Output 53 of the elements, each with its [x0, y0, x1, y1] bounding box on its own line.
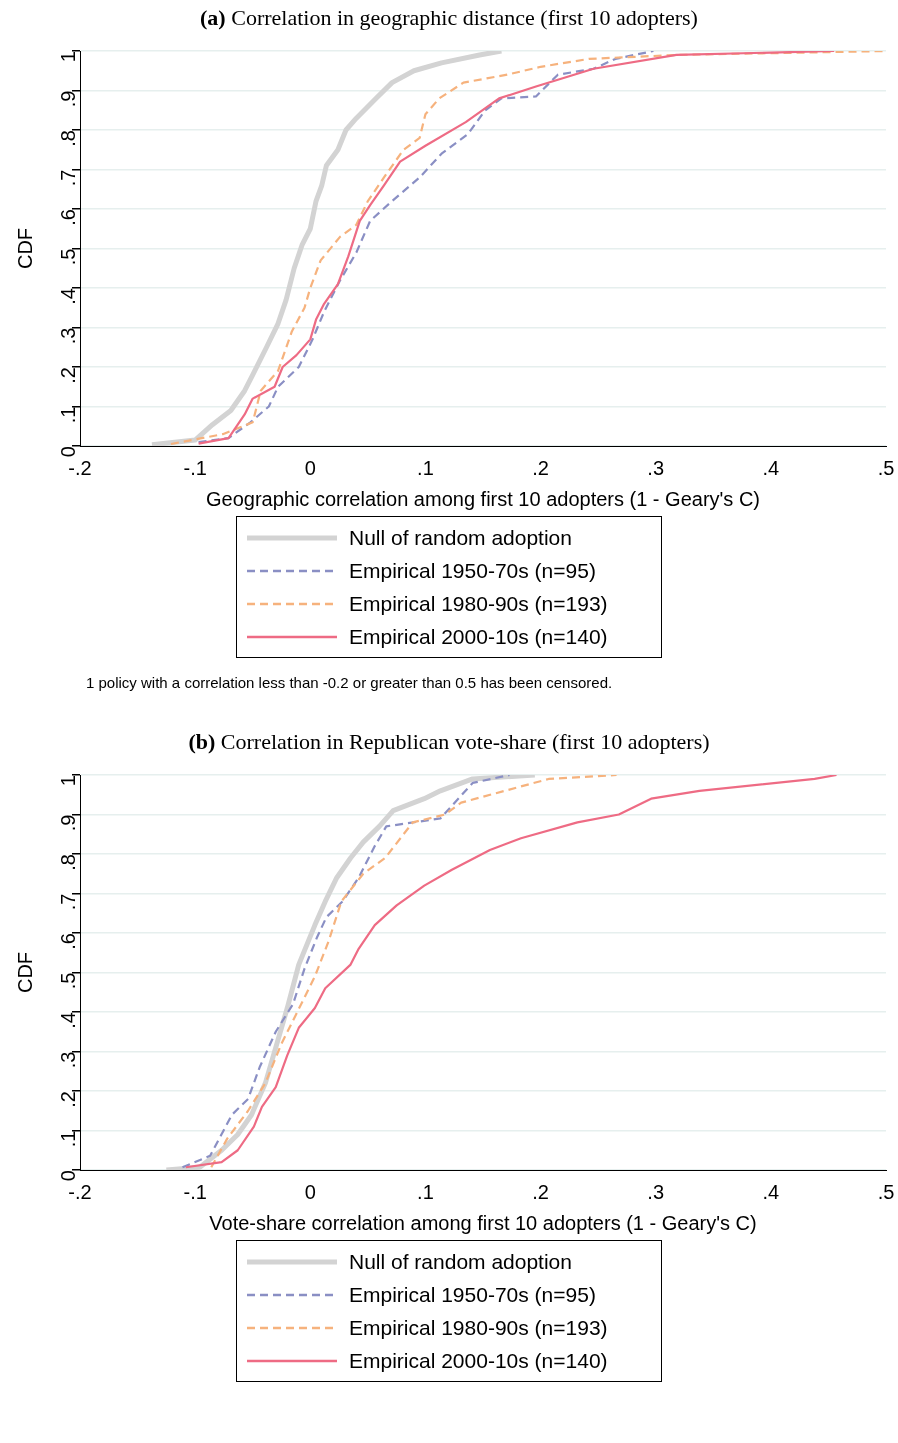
- x-tick-label: .2: [532, 1180, 549, 1203]
- x-tick-label: -.2: [68, 1180, 92, 1203]
- y-tick-label: .6: [56, 209, 79, 226]
- y-tick-label: .8: [56, 854, 79, 871]
- x-tick-label: .3: [647, 1180, 665, 1203]
- y-tick-label: .8: [56, 130, 79, 147]
- legend-label: Empirical 1980-90s (n=193): [349, 591, 608, 616]
- y-tick-label: .2: [56, 367, 79, 384]
- legend-label: Null of random adoption: [349, 525, 572, 550]
- text: 1 policy with a correlation less than -0.2 or greater than 0.5 has been censored.: [85, 673, 614, 693]
- y-tick-label: 0: [56, 446, 79, 458]
- legend-label: Empirical 1950-70s (n=95): [349, 1282, 596, 1307]
- y-tick-label: .2: [56, 1091, 79, 1108]
- x-tick-label: .5: [877, 1180, 895, 1203]
- x-tick-label: -.1: [183, 456, 207, 479]
- x-tick-label: 0: [304, 456, 316, 479]
- y-tick-label: 0: [56, 1170, 79, 1182]
- y-tick-label: .3: [56, 327, 79, 345]
- y-tick-label: .7: [56, 169, 79, 187]
- x-axis-title: Geographic correlation among first 10 adopters (1 - Geary's C): [205, 487, 761, 510]
- legend-label: Empirical 1980-90s (n=193): [349, 1315, 608, 1340]
- y-tick-label: .9: [56, 90, 79, 108]
- x-axis-title: Vote-share correlation among first 10 adopters (1 - Geary's C): [209, 1211, 757, 1234]
- y-tick-label: .1: [56, 406, 79, 424]
- y-axis-title: CDF: [13, 951, 36, 994]
- x-tick-label: .4: [762, 1180, 780, 1203]
- x-tick-label: .1: [417, 456, 434, 479]
- chart-title: (a) Correlation in geographic distance (first 10 adopters): [200, 5, 698, 30]
- x-tick-label: -.1: [183, 1180, 207, 1203]
- x-tick-label: .1: [417, 1180, 434, 1203]
- x-tick-label: .5: [877, 456, 895, 479]
- y-tick-label: .5: [56, 972, 79, 990]
- y-tick-label: .1: [56, 1130, 79, 1148]
- legend-label: Empirical 2000-10s (n=140): [349, 624, 608, 649]
- y-tick-label: .4: [56, 1012, 79, 1029]
- y-tick-label: .9: [56, 814, 79, 832]
- x-tick-label: .4: [762, 456, 780, 479]
- legend-label: Null of random adoption: [349, 1249, 572, 1274]
- y-tick-label: 1: [56, 51, 79, 63]
- legend-label: Empirical 2000-10s (n=140): [349, 1348, 608, 1373]
- x-tick-label: .3: [647, 456, 665, 479]
- y-axis-title: CDF: [13, 227, 36, 270]
- x-tick-label: 0: [304, 1180, 316, 1203]
- y-tick-label: .7: [56, 893, 79, 911]
- chart-title: (b) Correlation in Republican vote-share (first 10 adopters): [188, 729, 710, 754]
- y-tick-label: 1: [56, 775, 79, 787]
- y-tick-label: .3: [56, 1051, 79, 1069]
- legend-label: Empirical 1950-70s (n=95): [349, 558, 596, 583]
- y-tick-label: .6: [56, 933, 79, 950]
- x-tick-label: .2: [532, 456, 549, 479]
- x-tick-label: -.2: [68, 456, 92, 479]
- y-tick-label: .4: [56, 288, 79, 305]
- y-tick-label: .5: [56, 248, 79, 266]
